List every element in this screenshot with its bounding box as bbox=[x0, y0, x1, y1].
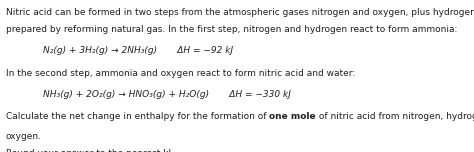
Text: oxygen.: oxygen. bbox=[6, 132, 42, 141]
Text: N₂(g) + 3H₂(g) → 2NH₃(g)       ΔH = −92 kJ: N₂(g) + 3H₂(g) → 2NH₃(g) ΔH = −92 kJ bbox=[43, 46, 233, 55]
Text: In the second step, ammonia and oxygen react to form nitric acid and water:: In the second step, ammonia and oxygen r… bbox=[6, 69, 355, 78]
Text: of nitric acid from nitrogen, hydrogen and: of nitric acid from nitrogen, hydrogen a… bbox=[316, 112, 474, 121]
Text: Calculate the net change in enthalpy for the formation of: Calculate the net change in enthalpy for… bbox=[6, 112, 269, 121]
Text: NH₃(g) + 2O₂(g) → HNO₃(g) + H₂O(g)       ΔH = −330 kJ: NH₃(g) + 2O₂(g) → HNO₃(g) + H₂O(g) ΔH = … bbox=[43, 90, 291, 99]
Text: one mole: one mole bbox=[269, 112, 316, 121]
Text: Nitric acid can be formed in two steps from the atmospheric gases nitrogen and o: Nitric acid can be formed in two steps f… bbox=[6, 8, 474, 17]
Text: Round your answer to the nearest kJ.: Round your answer to the nearest kJ. bbox=[6, 149, 173, 152]
Text: prepared by reforming natural gas. In the first step, nitrogen and hydrogen reac: prepared by reforming natural gas. In th… bbox=[6, 25, 457, 34]
